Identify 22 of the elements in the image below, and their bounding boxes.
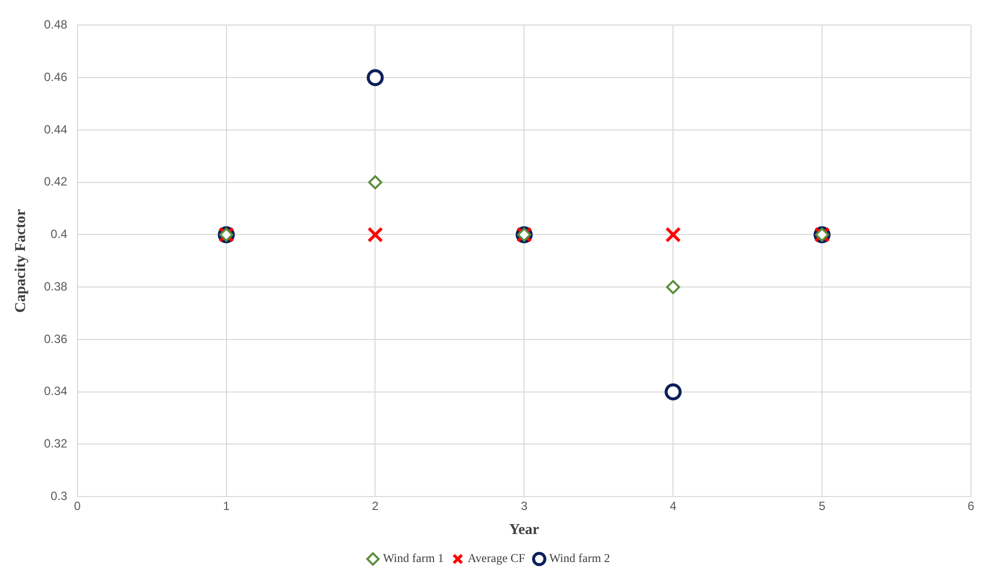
x-tick-label: 4	[670, 499, 677, 514]
x-axis-title: Year	[509, 522, 540, 538]
x-tick-label: 5	[818, 499, 826, 514]
y-axis-title: Capacity Factor	[12, 208, 29, 313]
legend-label: Average CF	[468, 551, 526, 566]
y-tick-label: 0.38	[44, 279, 68, 294]
y-tick-label: 0.46	[44, 70, 68, 84]
y-tick-label: 0.44	[44, 122, 68, 136]
x-tick-label: 1	[222, 499, 230, 514]
y-tick-label: 0.42	[44, 174, 68, 189]
y-tick-label: 0.3	[50, 488, 68, 503]
x-tick-label: 2	[372, 499, 379, 514]
legend-label: Wind farm 1	[382, 551, 444, 566]
y-tick-label: 0.32	[44, 436, 68, 451]
x-tick-label: 6	[968, 499, 975, 514]
x-tick-label: 0	[74, 499, 82, 514]
legend-label: Wind farm 2	[549, 551, 610, 566]
y-tick-label: 0.48	[44, 18, 68, 32]
y-tick-label: 0.36	[44, 332, 68, 346]
x-tick-label: 3	[520, 499, 528, 514]
y-tick-label: 0.4	[50, 227, 68, 242]
y-tick-label: 0.34	[44, 384, 68, 398]
